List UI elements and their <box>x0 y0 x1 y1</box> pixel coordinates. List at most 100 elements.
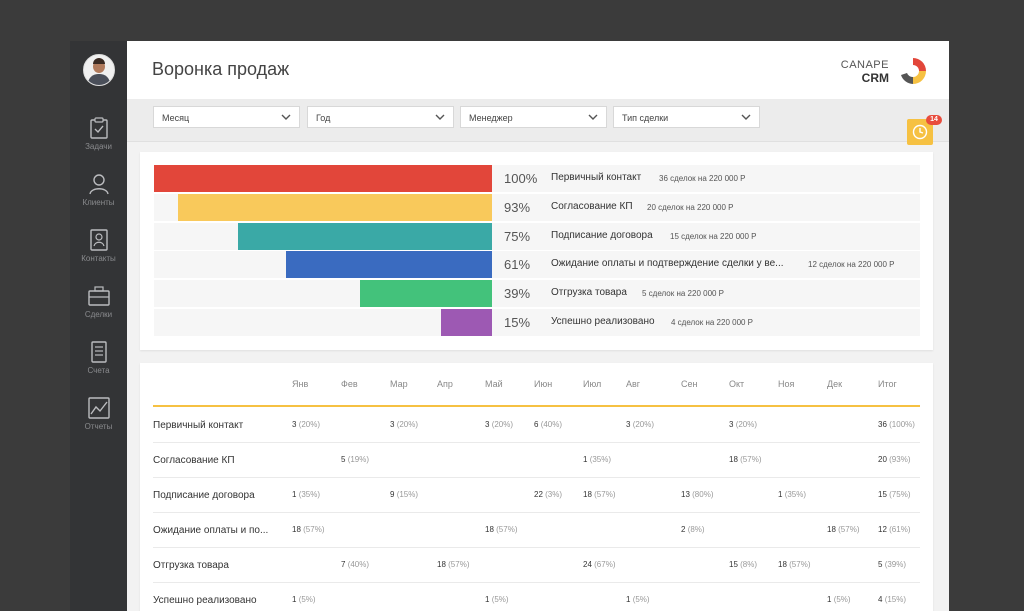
cell-percent: (35%) <box>784 490 807 499</box>
cell-percent: (40%) <box>347 560 370 569</box>
funnel-row[interactable]: 93% Согласование КП 20 сделок на 220 000 Р <box>154 193 920 221</box>
funnel-row[interactable]: 75% Подписание договора 15 сделок на 220 0… <box>154 222 920 250</box>
table-cell: 18 (57%) <box>729 455 761 464</box>
manager-select-value: Менеджер <box>469 113 513 123</box>
table-cell: 5 (19%) <box>341 455 369 464</box>
logo[interactable]: CANAPE CRM <box>841 53 937 87</box>
sidebar-item-label: Контакты <box>81 254 116 263</box>
table-row[interactable]: Согласование КП 5 (19%) 1 (35%) 18 (57%) 20 … <box>153 442 920 478</box>
funnel-row[interactable]: 61% Ожидание оплаты и подтверждение сделк… <box>154 251 920 279</box>
table-cell: 1 (5%) <box>292 595 316 604</box>
funnel-stage-details: 5 сделок на 220 000 Р <box>642 289 725 299</box>
funnel-panel: 100% Первичный контакт 36 сделок на 220 00… <box>140 152 933 350</box>
table-cell: 18 (57%) <box>292 525 324 534</box>
sidebar-item-deals[interactable]: Сделки <box>70 285 127 319</box>
app-window: Задачи Клиенты Контакты Сделки <box>70 41 949 611</box>
table-cell: 5 (39%) <box>878 560 906 569</box>
sidebar-item-label: Счета <box>87 366 110 375</box>
column-header[interactable]: Июл <box>583 379 602 389</box>
cell-count: 18 <box>437 560 446 569</box>
funnel-percent: 75% <box>504 228 531 244</box>
cell-percent: (67%) <box>594 560 616 569</box>
sidebar-item-tasks[interactable]: Задачи <box>70 117 127 151</box>
cell-percent: (39%) <box>884 560 907 569</box>
cell-count: 18 <box>729 455 738 464</box>
logo-text-crm: CRM <box>861 71 889 85</box>
column-header[interactable]: Фев <box>341 379 358 389</box>
cell-count: 1 <box>292 490 297 499</box>
funnel-row-background <box>154 309 920 336</box>
row-label: Подписание договора <box>153 490 255 501</box>
sidebar-item-clients[interactable]: Клиенты <box>70 173 127 207</box>
column-header[interactable]: Май <box>485 379 503 389</box>
column-header[interactable]: Авг <box>626 379 641 389</box>
row-label: Первичный контакт <box>153 420 244 431</box>
cell-percent: (3%) <box>545 490 563 499</box>
row-label: Ожидание оплаты и по... <box>153 525 269 536</box>
column-header[interactable]: Дек <box>827 379 843 389</box>
table-cell: 7 (40%) <box>341 560 369 569</box>
funnel-stage-details: 4 сделок на 220 000 Р <box>671 318 754 327</box>
table-cell: 18 (57%) <box>583 490 615 499</box>
column-header[interactable]: Янв <box>292 379 309 389</box>
cell-count: 24 <box>583 560 592 569</box>
chevron-down-icon <box>435 114 445 120</box>
month-select[interactable]: Месяц <box>153 106 300 128</box>
cell-percent: (20%) <box>396 420 419 429</box>
funnel-stage-label: Согласование КП <box>551 200 633 212</box>
logo-mark-icon <box>901 58 926 84</box>
funnel-percent: 61% <box>504 257 531 273</box>
cell-count: 9 <box>390 490 395 499</box>
column-header[interactable]: Окт <box>729 379 745 389</box>
cell-percent: (5%) <box>632 595 650 604</box>
cell-count: 2 <box>681 525 686 534</box>
avatar[interactable] <box>83 54 115 86</box>
table-row[interactable]: Успешно реализовано 1 (5%) 1 (5%) 1 (5%) 1 (… <box>153 582 920 611</box>
funnel-percent: 93% <box>504 199 531 215</box>
column-header[interactable]: Апр <box>437 379 453 389</box>
sidebar-item-contacts[interactable]: Контакты <box>70 229 127 263</box>
cell-count: 18 <box>583 490 592 499</box>
cell-count: 7 <box>341 560 346 569</box>
sidebar-item-invoices[interactable]: Счета <box>70 341 127 375</box>
sidebar-item-reports[interactable]: Отчеты <box>70 397 127 431</box>
cell-count: 15 <box>729 560 738 569</box>
column-header[interactable]: Сен <box>681 379 698 389</box>
row-label: Успешно реализовано <box>153 595 257 606</box>
table-cell: 13 (80%) <box>681 490 713 499</box>
cell-count: 3 <box>485 420 490 429</box>
funnel-row[interactable]: 100% Первичный контакт 36 сделок на 220 00… <box>154 165 920 192</box>
cell-count: 1 <box>626 595 631 604</box>
funnel-row[interactable]: 15% Успешно реализовано 4 сделок на 220 00… <box>154 309 920 336</box>
table-row[interactable]: Первичный контакт 3 (20%) 3 (20%) 3 (20%) 6 … <box>153 407 920 443</box>
year-select-value: Год <box>316 113 331 123</box>
deal-type-select[interactable]: Тип сделки <box>613 106 760 128</box>
table-row[interactable]: Подписание договора 1 (35%) 9 (15%) 22 (3%)… <box>153 477 920 513</box>
cell-percent: (15%) <box>396 490 419 499</box>
funnel-row[interactable]: 39% Отгрузка товара 5 сделок на 220 000 Р <box>154 280 920 308</box>
cell-count: 6 <box>534 420 539 429</box>
funnel-stage-label: Подписание договора <box>551 229 653 241</box>
cell-percent: (57%) <box>789 560 811 569</box>
funnel-row-background <box>154 280 920 308</box>
page-title: Воронка продаж <box>152 59 290 79</box>
manager-select[interactable]: Менеджер <box>460 106 607 128</box>
cell-count: 18 <box>485 525 494 534</box>
cell-percent: (8%) <box>687 525 705 534</box>
cell-percent: (19%) <box>347 455 370 464</box>
column-header[interactable]: Июн <box>534 379 553 389</box>
clipboard-check-icon <box>89 117 108 139</box>
cell-count: 36 <box>878 420 887 429</box>
table-row[interactable]: Отгрузка товара 7 (40%) 18 (57%) 24 (67%) 15… <box>153 547 920 583</box>
user-icon <box>88 174 109 195</box>
table-row[interactable]: Ожидание оплаты и по... 18 (57%) 18 (57%) 2… <box>153 512 920 548</box>
row-label: Согласование КП <box>153 455 235 466</box>
year-select[interactable]: Год <box>307 106 454 128</box>
table-cell: 6 (40%) <box>534 420 562 429</box>
table-cell: 24 (67%) <box>583 560 615 569</box>
column-header[interactable]: Ноя <box>778 379 795 389</box>
cell-count: 3 <box>292 420 297 429</box>
funnel-bar <box>360 280 492 308</box>
column-header[interactable]: Итог <box>878 379 897 389</box>
column-header[interactable]: Мар <box>390 379 408 389</box>
